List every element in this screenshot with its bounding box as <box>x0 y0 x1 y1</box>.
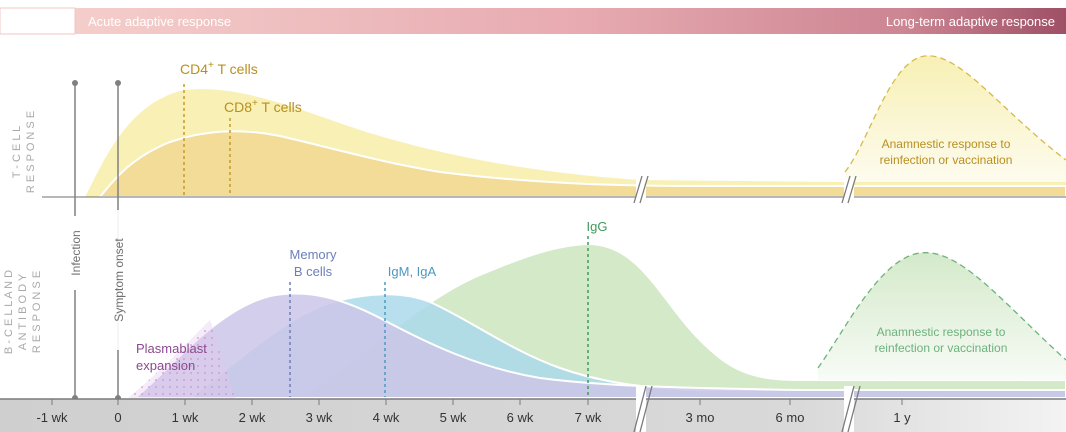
bcell-anamnestic-label-line2: reinfection or vaccination <box>875 341 1008 355</box>
longterm-response-label: Long-term adaptive response <box>886 14 1055 29</box>
axis-band <box>0 399 1066 432</box>
tcell-break-1b <box>639 175 649 204</box>
plasmablast-label-line1: Plasmablast <box>136 341 207 356</box>
axis-tick-label: 1 wk <box>172 410 199 425</box>
axis-tick-label: 0 <box>114 410 121 425</box>
bcell-title-line2: A N T I B O D Y <box>17 273 29 350</box>
axis-tick-label: 6 mo <box>776 410 805 425</box>
header-gradient <box>0 8 1066 34</box>
plasmablast-label-line2: expansion <box>136 358 195 373</box>
bcell-anamnestic-curve <box>818 252 1066 380</box>
bcell-title-line1: B - C E L L A N D <box>3 270 15 354</box>
axis-tick-label: 3 wk <box>306 410 333 425</box>
bcell-panel-title: B - C E L L A N D A N T I B O D Y R E S … <box>3 270 43 354</box>
cd4-label: CD4+ T cells <box>180 60 258 77</box>
bcell-title-line3: R E S P O N S E <box>31 271 43 353</box>
tcell-panel: T - C E L L R E S P O N S E CD4+ T cells… <box>11 55 1066 198</box>
bcell-anamnestic-outline <box>817 252 1066 369</box>
bcell-anamnestic-label-line1: Anamnestic response to <box>877 325 1006 339</box>
symptom-onset-label: Symptom onset <box>112 238 126 322</box>
axis-tick-label: 7 wk <box>575 410 602 425</box>
tcell-anamnestic-outline <box>844 55 1066 173</box>
axis-break-1b <box>639 385 653 432</box>
infection-marker: Infection <box>67 80 83 401</box>
infection-dot-top <box>72 80 78 86</box>
axis-breaks <box>633 175 861 432</box>
plasmablast-region <box>128 320 235 398</box>
symptom-onset-dot-top <box>115 80 121 86</box>
axis-break-2a <box>841 385 855 432</box>
time-axis: -1 wk 0 1 wk 2 wk 3 wk 4 wk 5 wk 6 wk 7 wk 3 mo 6 … <box>0 398 1066 432</box>
header-band: Acute adaptive response Long-term adapti… <box>0 7 1066 35</box>
cd8-curve <box>97 130 1066 198</box>
tcell-anamnestic-curve <box>845 55 1066 184</box>
axis-tick-label: -1 wk <box>36 410 68 425</box>
symptom-onset-marker: Symptom onset <box>110 80 126 401</box>
bcell-panel: B - C E L L A N D A N T I B O D Y R E S … <box>3 219 1066 399</box>
memory-label-line1: Memory <box>290 247 337 262</box>
cd8-label: CD8+ T cells <box>224 98 302 115</box>
memory-label-line2: B cells <box>294 264 333 279</box>
tcell-panel-title: T - C E L L R E S P O N S E <box>11 111 37 193</box>
header-pre-infection-block <box>0 7 76 35</box>
tcell-anamnestic-label-line2: reinfection or vaccination <box>880 153 1013 167</box>
axis-tick-label: 1 y <box>893 410 911 425</box>
axis-break-1a <box>633 385 647 432</box>
symptom-onset-label-bg <box>110 210 126 350</box>
axis-tick-label: 5 wk <box>440 410 467 425</box>
memory-b-curve <box>132 292 1066 399</box>
igm-label: IgM, IgA <box>388 264 437 279</box>
axis-tick-label: 4 wk <box>373 410 400 425</box>
axis-tick-label: 3 mo <box>686 410 715 425</box>
tcell-break-2-mask <box>844 178 854 202</box>
igg-label: IgG <box>587 219 608 234</box>
axis-tick-label: 6 wk <box>507 410 534 425</box>
plasmablast-shade <box>128 320 235 398</box>
axis-ticks: -1 wk 0 1 wk 2 wk 3 wk 4 wk 5 wk 6 wk 7 wk 3 mo 6 … <box>36 399 911 425</box>
tcell-anamnestic-label-line1: Anamnestic response to <box>882 137 1011 151</box>
axis-tick-label: 2 wk <box>239 410 266 425</box>
tcell-break-1-mask <box>636 178 646 202</box>
axis-break-2-mask <box>844 386 854 432</box>
tcell-break-2a <box>841 175 851 204</box>
infection-label-bg <box>67 216 83 290</box>
tcell-title-line2: R E S P O N S E <box>25 111 37 193</box>
tcell-break-2b <box>847 175 857 204</box>
acute-response-label: Acute adaptive response <box>88 14 231 29</box>
tcell-title-line1: T - C E L L <box>11 126 23 179</box>
axis-break-1-mask <box>636 386 646 432</box>
tcell-break-1a <box>633 175 643 204</box>
infection-label: Infection <box>69 230 83 275</box>
axis-break-2b <box>847 385 861 432</box>
